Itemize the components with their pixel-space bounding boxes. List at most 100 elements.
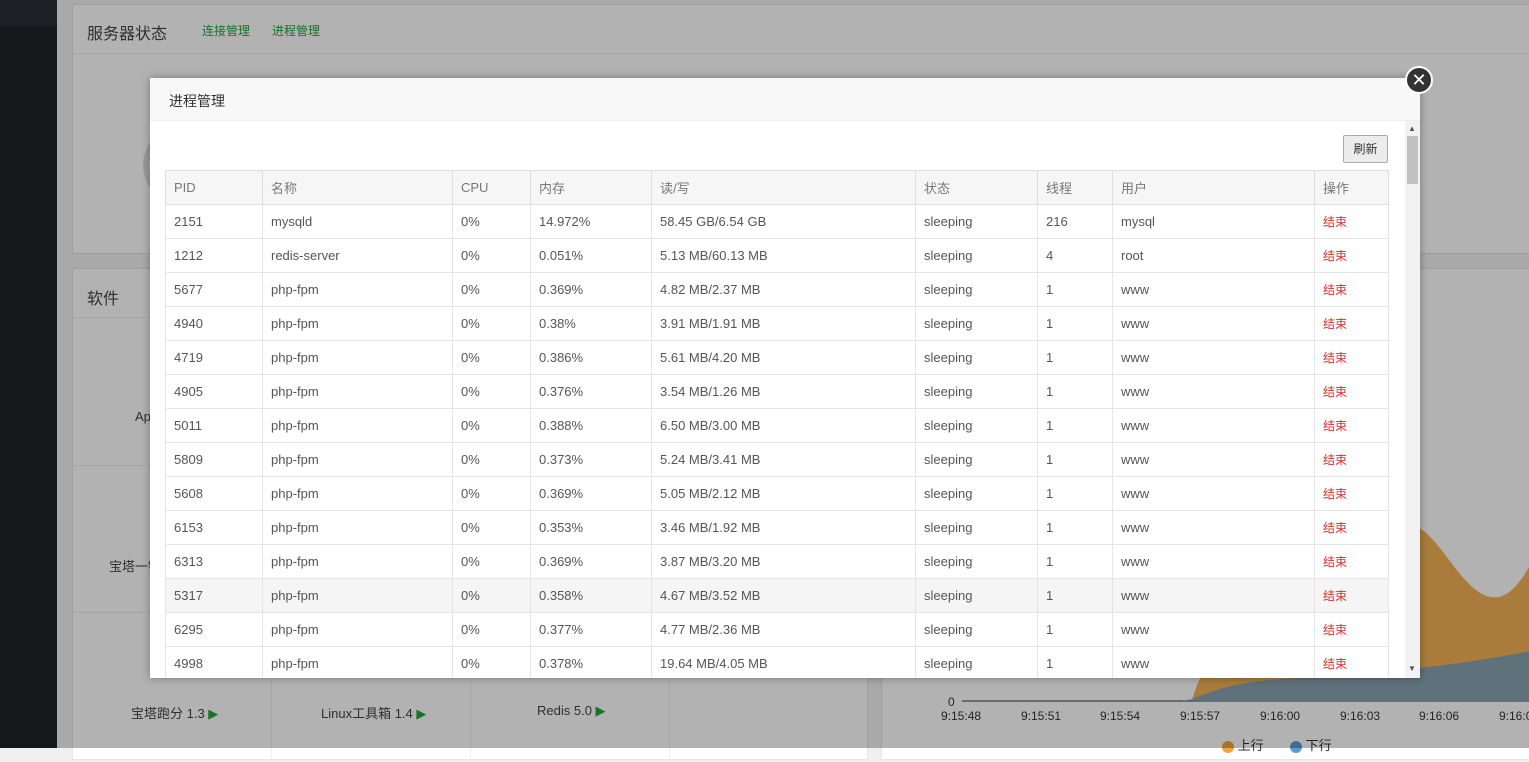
cell-pid: 6313 bbox=[165, 544, 263, 579]
cell-pid: 1212 bbox=[165, 238, 263, 273]
end-process-link[interactable]: 结束 bbox=[1323, 419, 1348, 433]
cell-user: mysql bbox=[1112, 204, 1315, 239]
table-row: 6313 php-fpm 0% 0.369% 3.87 MB/3.20 MB sleepi… bbox=[165, 544, 1389, 579]
cell-memory: 0.051% bbox=[530, 238, 652, 273]
end-process-link[interactable]: 结束 bbox=[1323, 487, 1348, 501]
cell-memory: 0.378% bbox=[530, 646, 652, 678]
cell-memory: 0.369% bbox=[530, 544, 652, 579]
col-threads[interactable]: 线程 bbox=[1037, 170, 1113, 205]
cell-state: sleeping bbox=[915, 340, 1038, 375]
end-process-link[interactable]: 结束 bbox=[1323, 589, 1348, 603]
close-icon[interactable]: ✕ bbox=[1405, 66, 1433, 94]
end-process-link[interactable]: 结束 bbox=[1323, 215, 1348, 229]
cell-state: sleeping bbox=[915, 272, 1038, 307]
cell-pid: 5317 bbox=[165, 578, 263, 613]
table-row: 6295 php-fpm 0% 0.377% 4.77 MB/2.36 MB sleepi… bbox=[165, 612, 1389, 647]
cell-io: 3.91 MB/1.91 MB bbox=[651, 306, 916, 341]
table-row: 1212 redis-server 0% 0.051% 5.13 MB/60.13 MB… bbox=[165, 238, 1389, 273]
software-item-linux-tools[interactable]: Linux工具箱 1.4 ▶ bbox=[321, 703, 426, 722]
cell-threads: 1 bbox=[1037, 510, 1113, 545]
cell-threads: 1 bbox=[1037, 306, 1113, 341]
scroll-up-icon[interactable]: ▲ bbox=[1408, 124, 1416, 133]
process-manage-link[interactable]: 进程管理 bbox=[272, 24, 321, 38]
modal-scroll-thumb[interactable] bbox=[1407, 136, 1418, 184]
cell-action: 结束 bbox=[1314, 544, 1389, 579]
cell-io: 4.82 MB/2.37 MB bbox=[651, 272, 916, 307]
cell-memory: 0.386% bbox=[530, 340, 652, 375]
table-row: 5809 php-fpm 0% 0.373% 5.24 MB/3.41 MB sleepi… bbox=[165, 442, 1389, 477]
cell-state: sleeping bbox=[915, 612, 1038, 647]
refresh-button[interactable]: 刷新 bbox=[1343, 135, 1388, 163]
cell-memory: 0.377% bbox=[530, 612, 652, 647]
cell-threads: 1 bbox=[1037, 476, 1113, 511]
col-user[interactable]: 用户 bbox=[1112, 170, 1315, 205]
cell-threads: 1 bbox=[1037, 646, 1113, 678]
table-row: 5011 php-fpm 0% 0.388% 6.50 MB/3.00 MB sleepi… bbox=[165, 408, 1389, 443]
col-action: 操作 bbox=[1314, 170, 1389, 205]
cell-threads: 1 bbox=[1037, 544, 1113, 579]
cell-cpu: 0% bbox=[452, 612, 531, 647]
cell-pid: 5677 bbox=[165, 272, 263, 307]
col-state[interactable]: 状态 bbox=[915, 170, 1038, 205]
end-process-link[interactable]: 结束 bbox=[1323, 249, 1348, 263]
modal-scrollbar[interactable] bbox=[1405, 121, 1420, 678]
play-icon: ▶ bbox=[591, 703, 606, 718]
cell-io: 5.61 MB/4.20 MB bbox=[651, 340, 916, 375]
cell-threads: 1 bbox=[1037, 340, 1113, 375]
cell-name: php-fpm bbox=[262, 612, 453, 647]
end-process-link[interactable]: 结束 bbox=[1323, 623, 1348, 637]
cell-action: 结束 bbox=[1314, 306, 1389, 341]
cell-name: php-fpm bbox=[262, 510, 453, 545]
x-tick: 9:16:00 bbox=[1260, 709, 1301, 723]
cell-name: php-fpm bbox=[262, 578, 453, 613]
cell-state: sleeping bbox=[915, 578, 1038, 613]
cell-io: 19.64 MB/4.05 MB bbox=[651, 646, 916, 678]
cell-io: 4.77 MB/2.36 MB bbox=[651, 612, 916, 647]
end-process-link[interactable]: 结束 bbox=[1323, 453, 1348, 467]
cell-pid: 4998 bbox=[165, 646, 263, 678]
col-io[interactable]: 读/写 bbox=[651, 170, 916, 205]
play-icon: ▶ bbox=[204, 706, 219, 721]
cell-memory: 0.358% bbox=[530, 578, 652, 613]
cell-pid: 2151 bbox=[165, 204, 263, 239]
software-item-benchmark[interactable]: 宝塔跑分 1.3 ▶ bbox=[131, 703, 218, 722]
table-row: 5608 php-fpm 0% 0.369% 5.05 MB/2.12 MB sleepi… bbox=[165, 476, 1389, 511]
cell-cpu: 0% bbox=[452, 204, 531, 239]
col-name[interactable]: 名称 bbox=[262, 170, 453, 205]
connection-manage-link[interactable]: 连接管理 bbox=[202, 24, 251, 38]
table-header-row: PID 名称 CPU 内存 读/写 状态 线程 用户 操作 bbox=[165, 170, 1389, 205]
software-item-redis[interactable]: Redis 5.0 ▶ bbox=[537, 703, 606, 719]
end-process-link[interactable]: 结束 bbox=[1323, 385, 1348, 399]
cell-threads: 1 bbox=[1037, 374, 1113, 409]
cell-state: sleeping bbox=[915, 544, 1038, 579]
end-process-link[interactable]: 结束 bbox=[1323, 317, 1348, 331]
software-item-label: 宝塔跑分 1.3 bbox=[131, 706, 205, 721]
end-process-link[interactable]: 结束 bbox=[1323, 283, 1348, 297]
cell-threads: 1 bbox=[1037, 442, 1113, 477]
cell-name: mysqld bbox=[262, 204, 453, 239]
cell-name: php-fpm bbox=[262, 476, 453, 511]
cell-io: 4.67 MB/3.52 MB bbox=[651, 578, 916, 613]
end-process-link[interactable]: 结束 bbox=[1323, 555, 1348, 569]
end-process-link[interactable]: 结束 bbox=[1323, 657, 1348, 671]
scroll-down-icon[interactable]: ▼ bbox=[1408, 664, 1416, 673]
table-row: 5317 php-fpm 0% 0.358% 4.67 MB/3.52 MB sleepi… bbox=[165, 578, 1389, 613]
cell-pid: 6295 bbox=[165, 612, 263, 647]
col-pid[interactable]: PID bbox=[165, 170, 263, 205]
col-memory[interactable]: 内存 bbox=[530, 170, 652, 205]
cell-user: www bbox=[1112, 612, 1315, 647]
table-row: 5677 php-fpm 0% 0.369% 4.82 MB/2.37 MB sleepi… bbox=[165, 272, 1389, 307]
end-process-link[interactable]: 结束 bbox=[1323, 351, 1348, 365]
cell-threads: 1 bbox=[1037, 612, 1113, 647]
col-cpu[interactable]: CPU bbox=[452, 170, 531, 205]
cell-name: php-fpm bbox=[262, 306, 453, 341]
cell-threads: 1 bbox=[1037, 408, 1113, 443]
cell-cpu: 0% bbox=[452, 374, 531, 409]
downstream-area bbox=[962, 651, 1529, 701]
end-process-link[interactable]: 结束 bbox=[1323, 521, 1348, 535]
y-axis-zero: 0 bbox=[948, 695, 955, 709]
cell-user: www bbox=[1112, 544, 1315, 579]
cell-state: sleeping bbox=[915, 510, 1038, 545]
cell-memory: 0.373% bbox=[530, 442, 652, 477]
cell-memory: 0.388% bbox=[530, 408, 652, 443]
